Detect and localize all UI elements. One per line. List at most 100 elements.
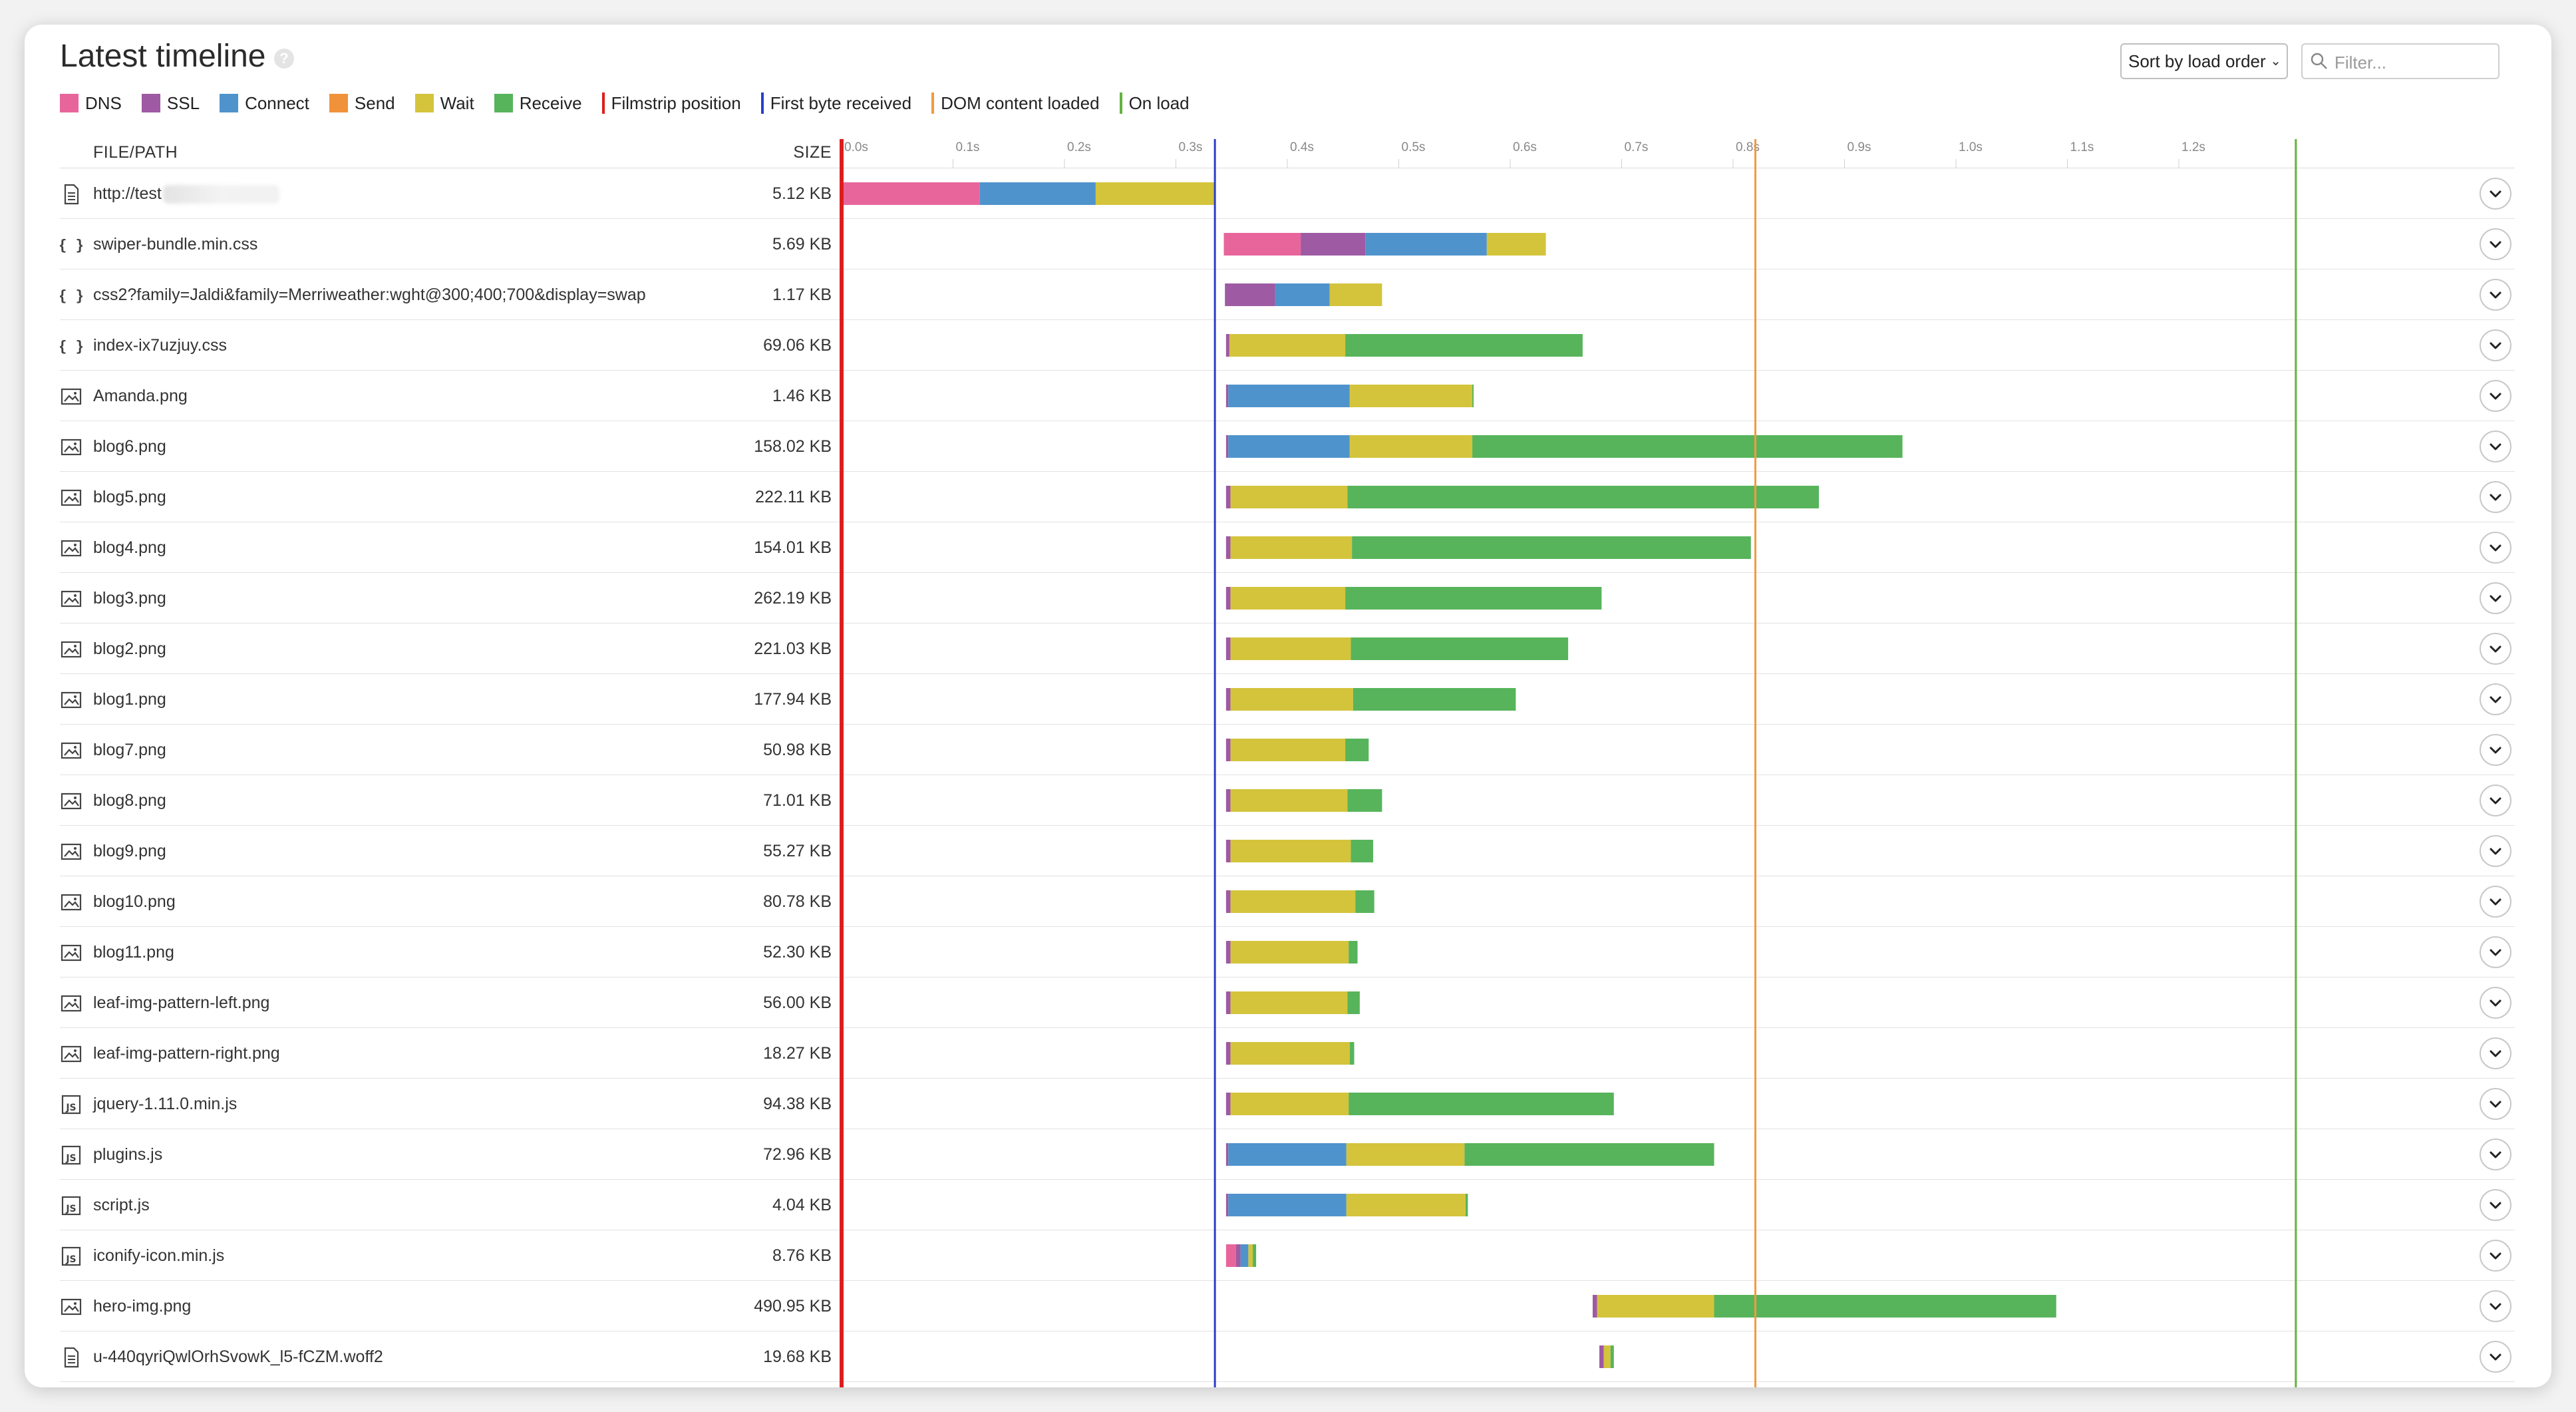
table-row[interactable]: blog9.png 55.27 KB [60, 826, 2515, 876]
bar-segment-wait[interactable] [1230, 739, 1346, 761]
expand-row-button[interactable] [2480, 178, 2511, 210]
table-row[interactable]: blog3.png 262.19 KB [60, 573, 2515, 623]
bar-segment-receive[interactable] [1610, 1345, 1614, 1368]
table-row[interactable]: leaf-img-pattern-left.png 56.00 KB [60, 977, 2515, 1028]
table-row[interactable]: JS plugins.js 72.96 KB [60, 1129, 2515, 1180]
table-row[interactable]: JS jquery-1.11.0.min.js 94.38 KB [60, 1079, 2515, 1129]
expand-row-button[interactable] [2480, 936, 2511, 968]
bar-segment-receive[interactable] [1351, 637, 1569, 660]
bar-segment-ssl[interactable] [1599, 1345, 1604, 1368]
bar-segment-ssl[interactable] [1225, 840, 1231, 862]
bar-segment-wait[interactable] [1597, 1295, 1714, 1318]
bar-segment-ssl[interactable] [1225, 1042, 1231, 1065]
bar-segment-ssl[interactable] [1225, 435, 1229, 458]
bar-segment-receive[interactable] [1345, 739, 1369, 761]
table-row[interactable]: blog6.png 158.02 KB [60, 421, 2515, 472]
table-row[interactable]: blog2.png 221.03 KB [60, 623, 2515, 674]
bar-segment-wait[interactable] [1095, 182, 1215, 205]
bar-segment-connect[interactable] [1240, 1244, 1249, 1267]
bar-segment-ssl[interactable] [1225, 334, 1229, 357]
bar-segment-wait[interactable] [1346, 1143, 1465, 1166]
bar-segment-wait[interactable] [1229, 334, 1346, 357]
table-row[interactable]: blog5.png 222.11 KB [60, 472, 2515, 522]
expand-row-button[interactable] [2480, 1341, 2511, 1373]
bar-segment-wait[interactable] [1349, 385, 1473, 407]
expand-row-button[interactable] [2480, 1037, 2511, 1069]
expand-row-button[interactable] [2480, 886, 2511, 918]
bar-segment-connect[interactable] [1228, 1194, 1347, 1216]
bar-segment-ssl[interactable] [1301, 233, 1366, 256]
expand-row-button[interactable] [2480, 532, 2511, 564]
table-row[interactable]: blog8.png 71.01 KB [60, 775, 2515, 826]
bar-segment-receive[interactable] [1466, 1194, 1468, 1216]
expand-row-button[interactable] [2480, 1088, 2511, 1120]
table-row[interactable]: Amanda.png 1.46 KB [60, 371, 2515, 421]
bar-segment-receive[interactable] [1345, 334, 1583, 357]
bar-segment-connect[interactable] [1228, 385, 1350, 407]
bar-segment-wait[interactable] [1230, 637, 1351, 660]
expand-row-button[interactable] [2480, 987, 2511, 1019]
bar-segment-receive[interactable] [1472, 385, 1474, 407]
bar-segment-ssl[interactable] [1225, 283, 1275, 306]
table-row[interactable]: { } css2?family=Jaldi&family=Merriweather… [60, 269, 2515, 320]
bar-segment-wait[interactable] [1230, 840, 1351, 862]
bar-segment-wait[interactable] [1486, 233, 1546, 256]
bar-segment-ssl[interactable] [1592, 1295, 1597, 1318]
bar-segment-ssl[interactable] [1225, 941, 1231, 964]
bar-segment-receive[interactable] [1347, 486, 1819, 508]
bar-segment-ssl[interactable] [1225, 789, 1231, 812]
bar-segment-ssl[interactable] [1225, 486, 1231, 508]
bar-segment-connect[interactable] [1228, 435, 1350, 458]
bar-segment-ssl[interactable] [1225, 991, 1231, 1014]
table-row[interactable]: blog10.png 80.78 KB [60, 876, 2515, 927]
filter-input[interactable]: Filter... [2301, 43, 2499, 79]
table-row[interactable]: blog11.png 52.30 KB [60, 927, 2515, 977]
expand-row-button[interactable] [2480, 228, 2511, 260]
bar-segment-dns[interactable] [842, 182, 980, 205]
bar-segment-receive[interactable] [1347, 789, 1382, 812]
table-row[interactable]: blog1.png 177.94 KB [60, 674, 2515, 725]
bar-segment-ssl[interactable] [1225, 637, 1231, 660]
table-row[interactable]: JS iconify-icon.min.js 8.76 KB [60, 1230, 2515, 1281]
help-icon[interactable]: ? [274, 49, 294, 69]
expand-row-button[interactable] [2480, 582, 2511, 614]
table-row[interactable]: hero-img.png 490.95 KB [60, 1281, 2515, 1331]
sort-select[interactable]: Sort by load order ⌄ [2120, 43, 2288, 79]
bar-segment-receive[interactable] [1351, 840, 1373, 862]
bar-segment-ssl[interactable] [1225, 1143, 1229, 1166]
bar-segment-ssl[interactable] [1225, 587, 1231, 610]
bar-segment-ssl[interactable] [1225, 1194, 1229, 1216]
bar-segment-receive[interactable] [1349, 941, 1358, 964]
table-row[interactable]: blog7.png 50.98 KB [60, 725, 2515, 775]
table-row[interactable]: JS script.js 4.04 KB [60, 1180, 2515, 1230]
bar-segment-wait[interactable] [1349, 435, 1473, 458]
bar-segment-wait[interactable] [1230, 789, 1348, 812]
expand-row-button[interactable] [2480, 835, 2511, 867]
bar-segment-receive[interactable] [1352, 536, 1751, 559]
bar-segment-ssl[interactable] [1225, 1093, 1231, 1115]
bar-segment-connect[interactable] [979, 182, 1096, 205]
expand-row-button[interactable] [2480, 380, 2511, 412]
bar-segment-ssl[interactable] [1225, 688, 1231, 711]
bar-segment-receive[interactable] [1349, 1093, 1614, 1115]
expand-row-button[interactable] [2480, 431, 2511, 462]
bar-segment-connect[interactable] [1365, 233, 1487, 256]
bar-segment-wait[interactable] [1230, 1093, 1349, 1115]
bar-segment-wait[interactable] [1230, 587, 1346, 610]
expand-row-button[interactable] [2480, 683, 2511, 715]
bar-segment-receive[interactable] [1347, 991, 1360, 1014]
bar-segment-ssl[interactable] [1225, 536, 1231, 559]
bar-segment-dns[interactable] [1225, 1244, 1236, 1267]
bar-segment-receive[interactable] [1464, 1143, 1714, 1166]
bar-segment-wait[interactable] [1329, 283, 1382, 306]
expand-row-button[interactable] [2480, 481, 2511, 513]
bar-segment-connect[interactable] [1228, 1143, 1347, 1166]
bar-segment-ssl[interactable] [1225, 739, 1231, 761]
expand-row-button[interactable] [2480, 279, 2511, 311]
bar-segment-wait[interactable] [1230, 991, 1348, 1014]
bar-segment-wait[interactable] [1230, 890, 1356, 913]
table-row[interactable]: leaf-img-pattern-right.png 18.27 KB [60, 1028, 2515, 1079]
bar-segment-wait[interactable] [1248, 1244, 1253, 1267]
bar-segment-wait[interactable] [1230, 688, 1353, 711]
bar-segment-dns[interactable] [1223, 233, 1301, 256]
